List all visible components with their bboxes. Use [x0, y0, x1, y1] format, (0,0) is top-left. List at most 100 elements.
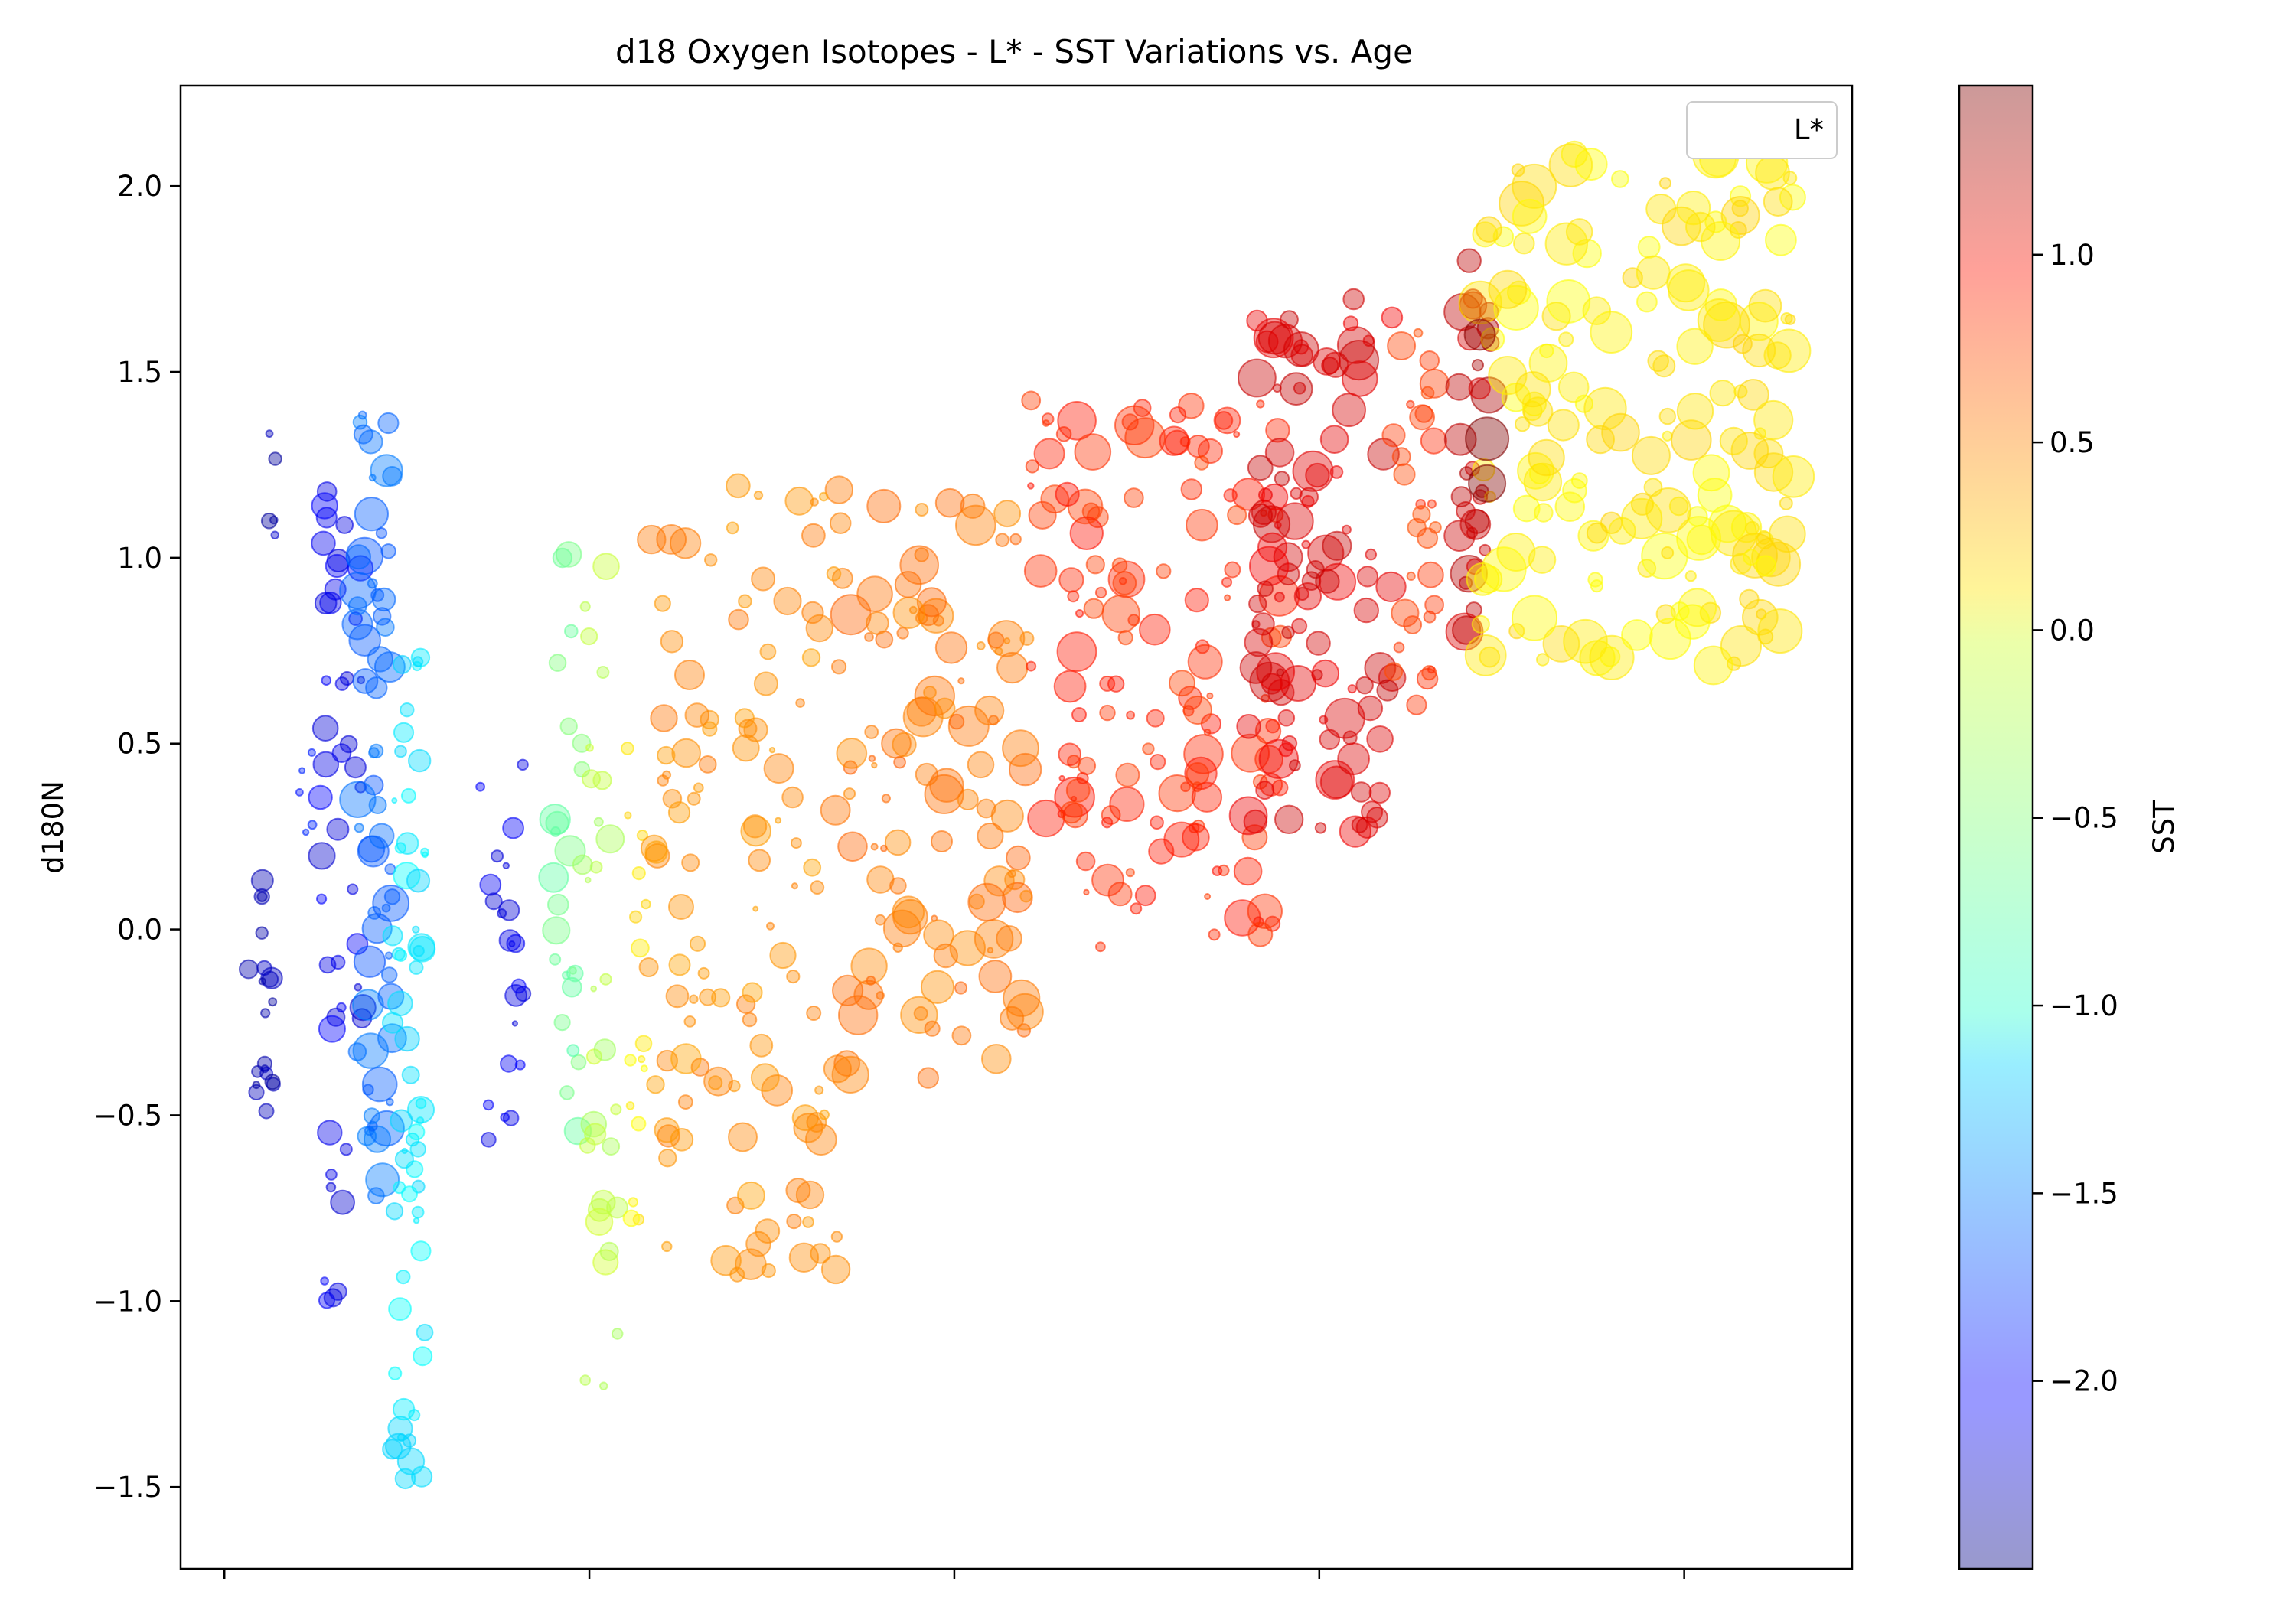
scatter-point	[915, 503, 929, 517]
scatter-point	[995, 533, 1009, 548]
colorbar-tick-label: −2.0	[2050, 1365, 2118, 1398]
scatter-point	[368, 823, 395, 849]
scatter-point	[1636, 255, 1671, 290]
scatter-point	[348, 611, 364, 626]
scatter-point	[1247, 893, 1283, 930]
scatter-point	[1075, 851, 1096, 872]
scatter-point	[592, 553, 620, 581]
scatter-point	[755, 1218, 781, 1244]
plot-area	[179, 84, 1854, 1570]
scatter-point	[566, 1044, 580, 1058]
scatter-point	[977, 822, 1004, 850]
scatter-point	[671, 738, 702, 768]
scatter-point	[268, 451, 282, 466]
scatter-point	[354, 823, 364, 833]
scatter-point	[316, 893, 328, 905]
scatter-point	[416, 1323, 434, 1341]
scatter-point	[1186, 435, 1210, 458]
scatter-point	[270, 530, 279, 539]
scatter-point	[1384, 662, 1404, 681]
scatter-point	[699, 988, 717, 1006]
scatter-point	[628, 1197, 638, 1208]
scatter-point	[1337, 742, 1370, 775]
scatter-point	[393, 722, 415, 743]
scatter-point	[1281, 625, 1295, 640]
scatter-point	[582, 769, 601, 789]
scatter-point	[687, 791, 701, 806]
scatter-point	[993, 500, 1022, 528]
scatter-point	[584, 876, 592, 884]
scatter-point	[793, 1113, 823, 1143]
scatter-point	[1258, 487, 1273, 503]
scatter-point	[1244, 627, 1274, 657]
scatter-point	[1745, 520, 1760, 536]
scatter-point	[864, 632, 874, 642]
scatter-point	[1114, 405, 1155, 445]
scatter-point	[1479, 543, 1492, 556]
scatter-point	[411, 1205, 425, 1219]
scatter-point	[1006, 845, 1031, 871]
scatter-point	[475, 781, 485, 792]
scatter-point	[880, 844, 888, 852]
scatter-point	[1253, 318, 1294, 359]
scatter-point	[1342, 288, 1365, 311]
scatter-point	[837, 831, 868, 862]
scatter-point	[1056, 631, 1097, 672]
scatter-point	[775, 817, 782, 824]
scatter-point	[321, 675, 332, 686]
scatter-point	[826, 566, 842, 582]
scatter-point	[832, 567, 853, 589]
scatter-point	[1577, 520, 1609, 552]
scatter-point	[1319, 562, 1357, 601]
scatter-point	[1101, 805, 1121, 825]
legend: L*	[1686, 101, 1838, 159]
scatter-point	[258, 1103, 275, 1120]
scatter-point	[856, 575, 893, 613]
y-tick-label: 0.0	[117, 914, 162, 947]
scatter-point	[413, 1346, 433, 1367]
scatter-point	[554, 835, 586, 867]
scatter-point	[1754, 555, 1777, 577]
scatter-point	[1515, 416, 1531, 432]
scatter-point	[1611, 170, 1629, 188]
scatter-point	[934, 697, 956, 719]
scatter-point	[876, 991, 885, 1000]
scatter-point	[704, 553, 718, 567]
scatter-point	[401, 1185, 418, 1203]
scatter-point	[866, 865, 895, 894]
scatter-point	[394, 745, 407, 758]
scatter-point	[1248, 594, 1267, 614]
x-axis	[223, 1569, 1685, 1579]
scatter-point	[884, 829, 912, 856]
scatter-point	[753, 671, 778, 696]
scatter-point	[1468, 464, 1507, 503]
scatter-point	[1391, 447, 1411, 467]
scatter-point	[1427, 499, 1437, 509]
scatter-point	[810, 880, 825, 895]
scatter-point	[308, 784, 333, 810]
scatter-point	[957, 677, 965, 685]
scatter-point	[344, 756, 367, 779]
scatter-point	[295, 788, 304, 797]
scatter-point	[1027, 482, 1035, 490]
scatter-point	[1420, 386, 1435, 400]
scatter-point	[1028, 500, 1057, 530]
scatter-point	[665, 984, 690, 1009]
scatter-point	[948, 713, 965, 730]
scatter-point	[497, 908, 507, 918]
scatter-point	[1782, 171, 1798, 186]
scatter-point	[1417, 527, 1439, 549]
scatter-point	[325, 1169, 338, 1181]
scatter-point	[380, 966, 398, 983]
scatter-point	[1293, 381, 1306, 395]
scatter-point	[412, 925, 420, 934]
scatter-point	[1784, 314, 1796, 325]
scatter-point	[1406, 694, 1427, 715]
scatter-point	[363, 1125, 392, 1153]
colorbar-tick-label: −0.5	[2050, 802, 2118, 835]
scatter-point	[376, 618, 395, 637]
scatter-point	[795, 1180, 825, 1210]
scatter-point	[547, 893, 569, 916]
scatter-point	[311, 715, 339, 742]
scatter-point	[1645, 487, 1691, 533]
